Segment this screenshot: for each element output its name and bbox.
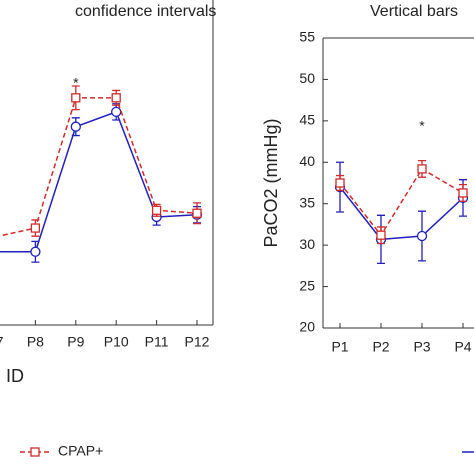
y-tick-label: 55	[299, 29, 315, 45]
y-axis-label: PaCO2 (mmHg)	[261, 118, 281, 247]
chart-title: confidence intervals	[75, 3, 216, 20]
series-line	[0, 97, 198, 237]
x-tick-label: P2	[372, 339, 389, 355]
legend-marker	[30, 447, 40, 457]
marker	[111, 93, 121, 103]
marker	[335, 178, 345, 188]
series-line	[0, 110, 198, 253]
x-tick-label: P11	[145, 334, 169, 350]
marker	[458, 188, 468, 198]
x-tick-label: P9	[67, 334, 84, 350]
x-axis-label: ID	[6, 366, 24, 386]
marker	[70, 121, 81, 132]
annotation: *	[73, 74, 79, 90]
legend-label: CPAP+	[58, 443, 103, 459]
marker	[71, 93, 81, 103]
series-line	[339, 186, 464, 241]
series-line	[339, 167, 464, 237]
chart-title: Vertical bars	[370, 3, 458, 20]
marker	[151, 205, 162, 215]
marker	[416, 230, 428, 242]
x-tick-label: P1	[331, 339, 348, 355]
y-tick-label: 50	[299, 70, 315, 86]
y-tick-label: 45	[299, 112, 315, 128]
marker	[192, 208, 202, 218]
x-tick-label: P8	[27, 334, 44, 350]
x-tick-label: P3	[413, 339, 430, 355]
y-tick-label: 30	[299, 236, 315, 252]
marker	[30, 246, 41, 257]
x-tick-label: P4	[454, 339, 471, 355]
x-tick-label: P10	[104, 334, 129, 350]
marker	[417, 164, 427, 174]
marker	[111, 106, 122, 118]
y-tick-label: 25	[299, 277, 315, 293]
annotation: *	[419, 117, 425, 133]
marker	[30, 223, 41, 233]
x-tick-label: P12	[185, 334, 210, 350]
marker	[376, 230, 386, 240]
y-tick-label: 35	[299, 194, 315, 210]
y-tick-label: 40	[299, 153, 315, 169]
x-tick-label: P7	[0, 334, 4, 350]
y-tick-label: 20	[299, 319, 315, 335]
